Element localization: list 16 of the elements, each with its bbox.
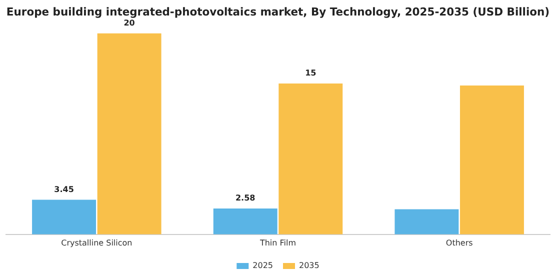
bar xyxy=(394,209,459,234)
x-tick-label: Thin Film xyxy=(258,238,296,248)
chart-title: Europe building integrated-photovoltaics market, By Technology, 2025-2035 (USD Billion) xyxy=(6,5,550,18)
data-label: 2.58 xyxy=(235,194,256,203)
bar xyxy=(460,86,524,234)
bar xyxy=(278,84,343,234)
data-label: 3.45 xyxy=(54,184,74,194)
legend-label: 2025 xyxy=(252,261,273,270)
legend-label: 2035 xyxy=(299,261,320,270)
bar xyxy=(97,33,162,234)
bar xyxy=(32,200,96,234)
data-label: 15 xyxy=(305,68,317,78)
x-tick-label: Others xyxy=(446,238,473,248)
x-tick-label: Crystalline Silicon xyxy=(61,238,132,248)
bar xyxy=(213,208,278,234)
data-label: 20 xyxy=(124,18,136,28)
